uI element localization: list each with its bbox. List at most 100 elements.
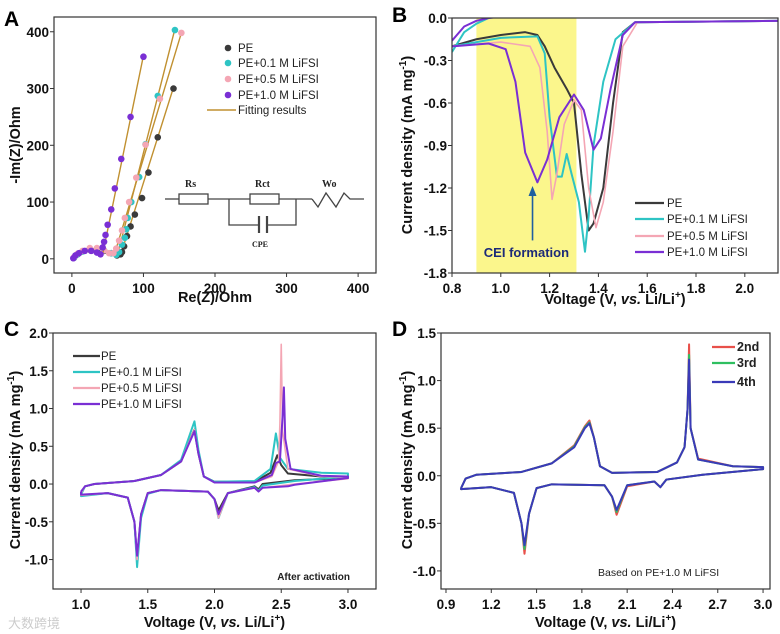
legend-label: PE+0.1 M LiFSI [101, 367, 182, 379]
x-axis-title: Voltage (V, vs. Li/Li+) [144, 613, 285, 631]
legend-marker [224, 75, 232, 83]
y-title-text: ) [400, 56, 416, 61]
y-tick-label: 0 [41, 252, 49, 267]
series-line [80, 386, 349, 557]
series-line [452, 19, 778, 253]
plot-area [460, 343, 765, 555]
y-axis-title: Current density (mA mg-1) [6, 371, 24, 550]
legend-label: 2nd [737, 340, 759, 354]
y-tick-label: -1.8 [424, 266, 448, 281]
x-title-text: ) [671, 615, 676, 631]
watermark: 大数跨境 [8, 616, 60, 631]
series-line [452, 20, 778, 229]
y-tick-label: -0.5 [25, 515, 49, 530]
data-point [178, 29, 185, 37]
data-point [154, 134, 162, 141]
legend-label: PE [101, 351, 117, 363]
legend-label: PE+0.1 M LiFSI [238, 58, 319, 70]
data-point [131, 211, 139, 218]
x-tick-label: 2.5 [272, 597, 291, 612]
y-title-text: Current density (mA mg [400, 385, 416, 550]
plot-frame [53, 16, 377, 274]
legend-label: PE+1.0 M LiFSI [667, 247, 748, 259]
y-title-text: Current density (mA mg [8, 385, 24, 550]
y-tick-label: 0.5 [29, 439, 48, 454]
x-title-text: ) [681, 292, 686, 308]
y-tick-label: 1.5 [29, 364, 48, 379]
y-tick-label: 400 [26, 25, 49, 40]
legend-label: PE+1.0 M LiFSI [101, 399, 182, 411]
plot-area [80, 343, 349, 569]
x-title-sup: + [665, 613, 671, 624]
data-point [102, 231, 109, 239]
panel-letter-c: C [4, 318, 19, 341]
x-tick-label: 2.0 [205, 597, 224, 612]
note-based-on: Based on PE+1.0 M LiFSI [598, 567, 719, 579]
legend-marker [224, 91, 232, 99]
arrow-head-icon [528, 186, 537, 196]
legend-label: PE [667, 198, 683, 210]
y-tick-label: -1.5 [424, 224, 448, 239]
y-title-text: ) [8, 371, 24, 376]
legend-label: PE+0.5 M LiFSI [667, 231, 748, 243]
plot-frame [440, 332, 771, 590]
data-point [117, 155, 125, 163]
cei-highlight-band [476, 18, 577, 273]
x-tick-label: 1.5 [527, 597, 546, 612]
data-point [118, 227, 126, 234]
panel-letter-a: A [4, 8, 19, 31]
data-point [112, 245, 120, 252]
x-tick-label: 0.9 [437, 597, 456, 612]
x-title-text: Voltage (V, [144, 615, 221, 631]
panel-c: 1.0 1.5 2.0 2.5 3.0 2.0 1.5 1.0 0.5 0.0 -0.5 -1.0 Vo… [6, 326, 377, 631]
x-axis-title: Voltage (V, vs. Li/Li+) [535, 613, 676, 631]
x-title-vs: vs. [220, 615, 240, 631]
data-point [107, 206, 115, 213]
x-tick-label: 100 [132, 281, 155, 296]
data-point [93, 244, 101, 252]
x-title-vs: vs. [611, 615, 631, 631]
y-tick-label: 0.5 [417, 421, 436, 436]
x-tick-label: 3.0 [754, 597, 773, 612]
x-tick-label: 2.0 [735, 281, 754, 296]
x-title-vs: vs. [621, 292, 641, 308]
x-axis-title: Voltage (V, vs. Li/Li+) [544, 290, 685, 308]
x-tick-label: 1.0 [491, 281, 510, 296]
y-title-text: Current density (mA mg [400, 70, 416, 235]
x-tick-label: 2.1 [618, 597, 637, 612]
legend-marker [224, 44, 232, 52]
data-point [121, 234, 129, 242]
data-point [132, 174, 140, 181]
legend-label: PE+0.1 M LiFSI [667, 214, 748, 226]
panel-letter-d: D [392, 318, 407, 341]
y-tick-label: -0.3 [424, 54, 448, 69]
y-tick-label: -1.2 [424, 181, 447, 196]
x-tick-label: 1.5 [138, 597, 157, 612]
legend-label: 3rd [737, 356, 756, 370]
panel-letter-b: B [392, 4, 407, 27]
data-point [142, 141, 149, 149]
y-axis-title: Current density (mA mg-1) [398, 371, 416, 550]
legend-label: PE+1.0 M LiFSI [238, 90, 319, 102]
x-tick-label: 2.4 [663, 597, 682, 612]
data-point [75, 249, 83, 257]
circuit-label-wo: Wo [322, 179, 336, 190]
y-title-text: ) [400, 371, 416, 376]
x-tick-label: 0 [68, 281, 76, 296]
y-tick-label: -1.0 [25, 553, 48, 568]
legend-marker [224, 59, 232, 67]
data-point [111, 185, 119, 192]
series-line [452, 18, 494, 53]
legend-label: PE [238, 43, 254, 55]
data-point [156, 95, 164, 103]
series-line [460, 353, 765, 551]
y-axis-title: Current density (mA mg-1) [398, 56, 416, 235]
panel-d: 0.9 1.2 1.5 1.8 2.1 2.4 2.7 3.0 1.5 1.0 0.5 0.0 -0.5… [398, 326, 772, 631]
y-tick-label: 2.0 [29, 326, 48, 341]
legend-label: 4th [737, 375, 756, 389]
y-tick-label: 0.0 [428, 11, 447, 26]
x-title-sup: + [675, 290, 681, 301]
y-tick-label: 1.0 [417, 374, 436, 389]
x-tick-label: 1.6 [638, 281, 657, 296]
y-tick-label: 1.0 [29, 402, 48, 417]
